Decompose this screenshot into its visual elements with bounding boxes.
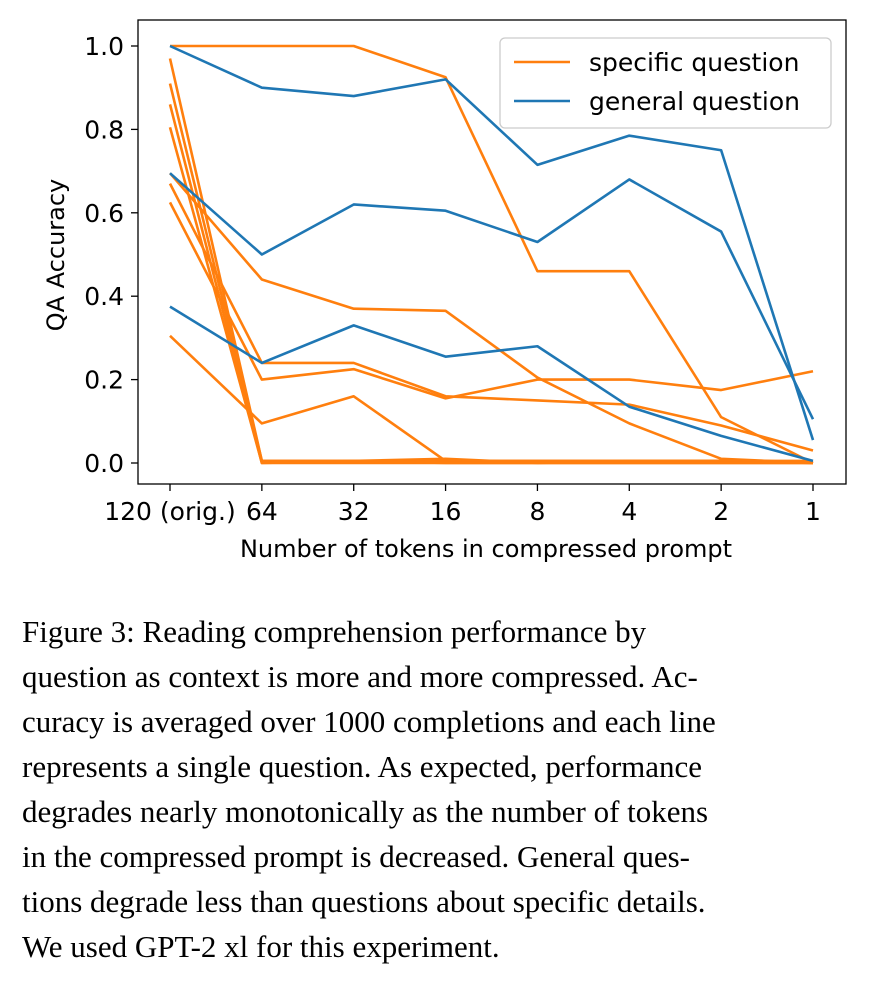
caption-line: represents a single question. As expecte… <box>22 749 703 784</box>
x-axis-label: Number of tokens in compressed prompt <box>240 535 732 563</box>
x-tick-label: 32 <box>338 497 370 526</box>
series-line-specific-9 <box>168 126 813 465</box>
legend-entry-general: general question <box>589 87 800 116</box>
series-line-general-10 <box>169 44 815 441</box>
y-tick-label: 0.2 <box>84 366 124 395</box>
caption-line: degrades nearly monotonically as the num… <box>22 794 709 829</box>
plot-frame <box>137 19 847 485</box>
y-tick-label: 0.6 <box>84 199 124 228</box>
x-axis: 120 (orig.) 64 32 16 8 4 2 1 <box>104 484 821 526</box>
x-tick-label: 4 <box>621 497 637 526</box>
series-line-general-11 <box>169 172 815 420</box>
y-tick-label: 0.0 <box>84 449 124 478</box>
qa-accuracy-chart: 0.00.20.40.60.81.0 120 (orig.) 64 32 16 8 4 2 1… <box>42 19 847 563</box>
series-layer <box>168 44 815 465</box>
y-tick-label: 0.4 <box>84 282 124 311</box>
caption-line: Figure 3: Reading comprehension performa… <box>22 614 647 649</box>
series-line-specific-1 <box>170 44 814 465</box>
x-tick-label: 16 <box>430 497 462 526</box>
series-line-specific-3 <box>168 183 814 452</box>
legend-box <box>499 37 832 129</box>
caption-line: tions degrade less than questions about … <box>22 884 706 919</box>
y-tick-label: 1.0 <box>84 32 124 61</box>
series-line-specific-4 <box>168 201 814 400</box>
x-tick-label: 64 <box>246 497 278 526</box>
series-line-general-12 <box>169 305 814 463</box>
y-axis: 0.0 0.2 0.4 0.6 0.8 1.0 <box>84 32 138 478</box>
caption-line: We used GPT-2 xl for this experiment. <box>22 929 500 964</box>
caption-line: in the compressed prompt is decreased. G… <box>22 839 690 874</box>
figure-caption: Figure 3: Reading comprehension performa… <box>22 609 860 969</box>
x-tick-label: 1 <box>805 497 821 526</box>
x-tick-label: 8 <box>529 497 545 526</box>
legend-entry-specific: specific question <box>589 48 799 77</box>
series-line-specific-7 <box>168 83 814 465</box>
caption-line: question as context is more and more com… <box>22 659 698 694</box>
x-tick-label: 2 <box>713 497 729 526</box>
legend: specific question general question <box>499 37 832 129</box>
y-axis-label: QA Accuracy <box>42 179 70 332</box>
series-line-specific-2 <box>169 172 814 465</box>
caption-line: curacy is averaged over 1000 completions… <box>22 704 716 739</box>
y-tick-label: 0.8 <box>84 115 124 144</box>
x-tick-label: 120 (orig.) <box>104 497 236 526</box>
